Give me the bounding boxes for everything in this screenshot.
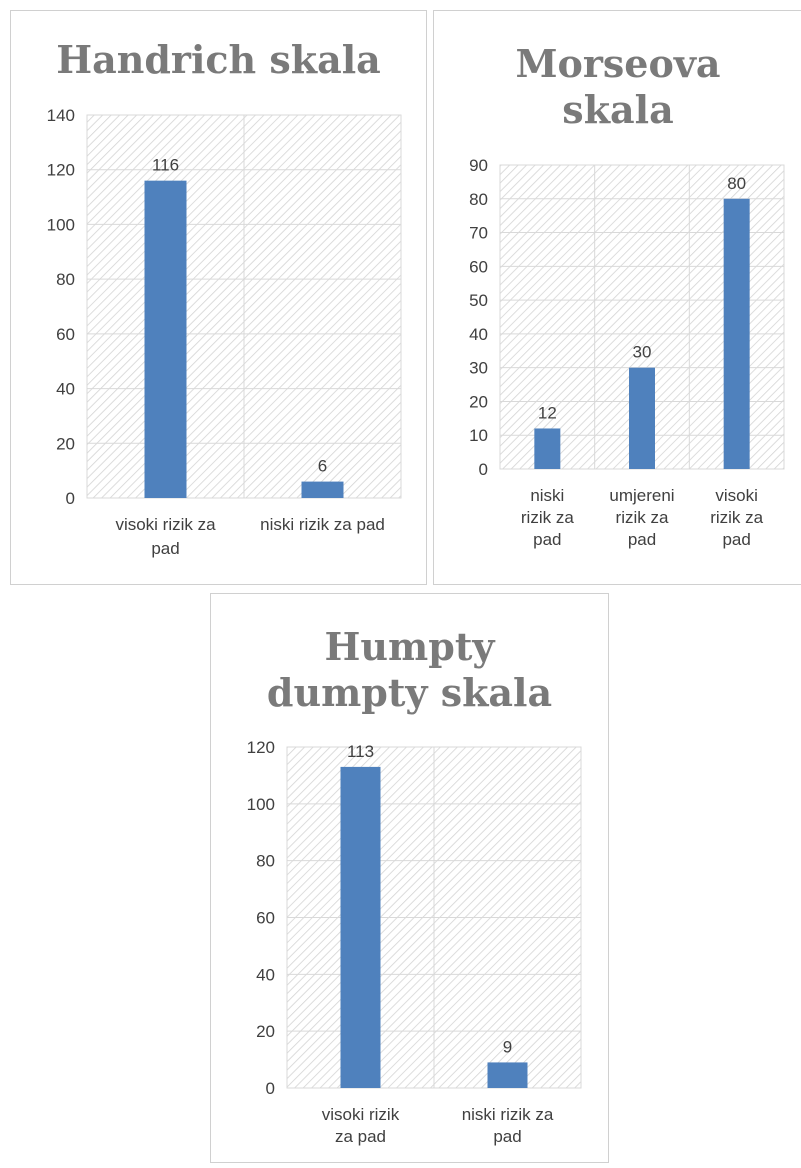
y-tick-label: 80 — [256, 852, 275, 871]
bar — [629, 367, 655, 469]
chart-title-line-2: dumpty skala — [266, 670, 553, 715]
y-tick-label: 60 — [256, 909, 275, 928]
chart-title-text: Handrich skala — [56, 37, 381, 82]
data-label: 6 — [318, 457, 327, 476]
x-tick-label: umjereni rizik za pad — [609, 486, 674, 549]
y-tick-label: 140 — [47, 106, 75, 125]
chart-title: Morseova skala — [434, 41, 801, 133]
data-label: 30 — [633, 343, 652, 362]
chart-morse: Morseova skala 0 10 20 30 40 50 60 70 80 90 12 nisk… — [433, 10, 801, 585]
bar — [144, 180, 187, 498]
y-tick-label: 40 — [256, 965, 275, 984]
y-tick-label: 120 — [47, 161, 75, 180]
chart-handrich: Handrich skala 0 20 40 60 80 100 120 140 116 viso… — [10, 10, 427, 585]
chart-title: Humpty dumpty skala — [211, 624, 608, 716]
chart-title-line-1: Humpty — [324, 624, 495, 669]
data-label: 9 — [503, 1037, 512, 1056]
y-tick-label: 40 — [56, 380, 75, 399]
data-label: 113 — [347, 742, 374, 761]
chart-title-line-1: Morseova — [515, 41, 721, 86]
chart-title: Handrich skala — [11, 37, 426, 83]
y-tick-label: 20 — [56, 434, 75, 453]
y-tick-label: 120 — [247, 738, 275, 757]
bar — [723, 198, 750, 469]
y-tick-label: 10 — [469, 426, 488, 445]
y-tick-label: 50 — [469, 291, 488, 310]
data-label: 12 — [538, 403, 557, 422]
x-tick-label: visoki rizik za pad — [710, 486, 763, 549]
bar — [301, 481, 344, 498]
y-tick-label: 60 — [56, 325, 75, 344]
chart-humpty-dumpty: Humpty dumpty skala 0 20 40 60 80 100 120 113 vi… — [210, 593, 609, 1163]
data-label: 116 — [152, 156, 179, 175]
x-tick-label: visoki rizik za pad — [322, 1105, 400, 1146]
y-tick-label: 80 — [469, 190, 488, 209]
x-tick-label: visoki rizik za pad — [115, 515, 216, 558]
y-tick-label: 40 — [469, 325, 488, 344]
y-tick-label: 70 — [469, 224, 488, 243]
chart-plot: 0 20 40 60 80 100 120 113 visoki rizik za pad 9 nis… — [247, 738, 582, 1146]
bar — [340, 766, 381, 1088]
y-tick-label: 80 — [56, 270, 75, 289]
x-tick-label: niski rizik za pad — [521, 486, 574, 549]
bar — [487, 1062, 528, 1088]
y-tick-label: 0 — [66, 489, 75, 508]
bar — [534, 428, 561, 469]
y-tick-label: 0 — [479, 460, 488, 479]
x-tick-label: niski rizik za pad — [462, 1105, 554, 1146]
chart-title-line-2: skala — [562, 87, 674, 132]
y-tick-label: 100 — [47, 215, 75, 234]
chart-plot: 0 20 40 60 80 100 120 140 116 visoki rizik za pad 6… — [47, 106, 402, 558]
y-tick-label: 100 — [247, 795, 275, 814]
y-tick-label: 20 — [256, 1022, 275, 1041]
y-tick-label: 30 — [469, 359, 488, 378]
chart-plot: 0 10 20 30 40 50 60 70 80 90 12 niski rizik za pad 30 u… — [469, 156, 785, 549]
y-tick-label: 20 — [469, 392, 488, 411]
x-tick-label: niski rizik za pad — [260, 515, 385, 534]
y-tick-label: 60 — [469, 257, 488, 276]
y-tick-label: 0 — [266, 1079, 275, 1098]
y-tick-label: 90 — [469, 156, 488, 175]
data-label: 80 — [727, 174, 746, 193]
